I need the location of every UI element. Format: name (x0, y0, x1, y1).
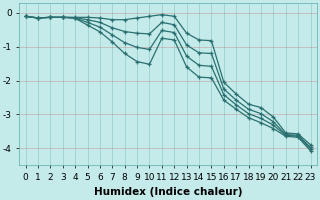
X-axis label: Humidex (Indice chaleur): Humidex (Indice chaleur) (94, 187, 242, 197)
